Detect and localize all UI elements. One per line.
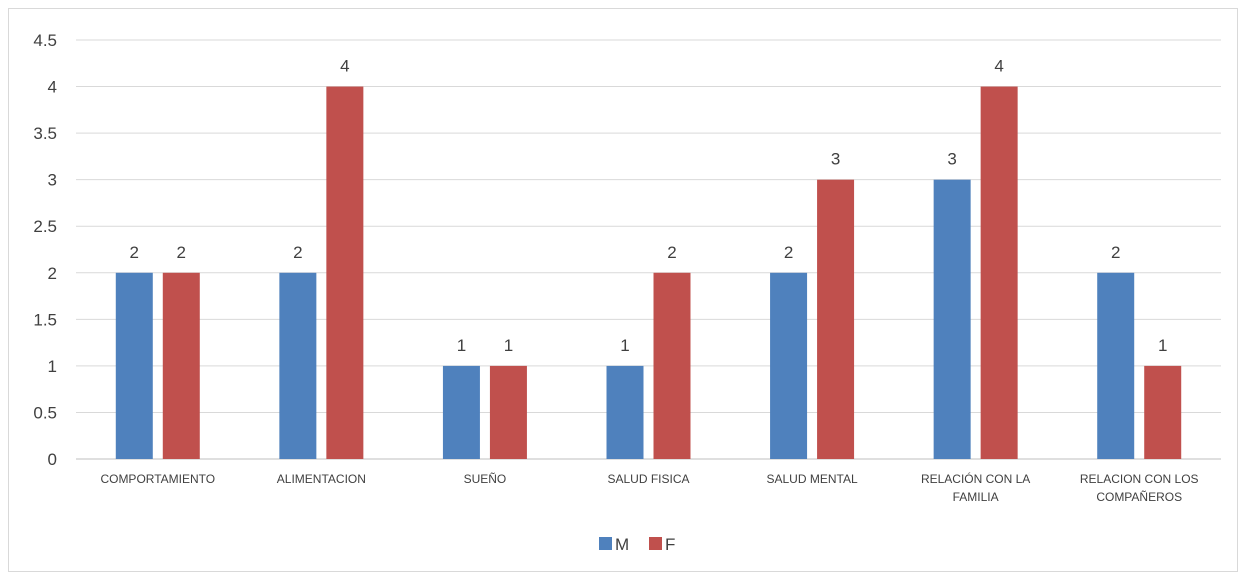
y-tick-label: 0.5 [33, 403, 57, 422]
bar-m [933, 179, 971, 459]
bar-m [279, 272, 317, 459]
x-category-label: SALUD MENTAL [767, 472, 858, 486]
x-category-label: COMPORTAMIENTO [100, 472, 215, 486]
data-label: 1 [1158, 336, 1167, 355]
bar-f [1144, 365, 1182, 459]
y-tick-label: 1.5 [33, 310, 57, 329]
data-label: 2 [784, 243, 793, 262]
bar-m [115, 272, 153, 459]
bar-f [980, 86, 1018, 460]
bar-f [162, 272, 200, 459]
y-tick-label: 3.5 [33, 124, 57, 143]
data-label: 2 [667, 243, 676, 262]
y-tick-label: 2 [48, 264, 57, 283]
bar-m [770, 272, 808, 459]
x-category-label: FAMILIA [953, 490, 999, 504]
bar-f [653, 272, 691, 459]
bar-m [606, 365, 644, 459]
data-label: 2 [130, 243, 139, 262]
x-category-label: SALUD FISICA [607, 472, 689, 486]
bar-chart: 0 0.5 1 1.5 2 2.5 3 3.5 4 4.5 2 2 1 1 2 3 2 2 4 1 2 3 4 1 COMPOR… [33, 31, 1221, 554]
data-label: 4 [340, 57, 349, 76]
x-category-label: RELACIÓN CON LA [921, 471, 1030, 486]
legend-label-f: F [665, 535, 675, 554]
y-tick-label: 0 [48, 450, 57, 469]
x-category-label: SUEÑO [464, 472, 507, 486]
y-tick-label: 3 [48, 171, 57, 190]
data-label: 3 [947, 150, 956, 169]
data-label: 1 [620, 336, 629, 355]
bar-f [326, 86, 364, 460]
x-category-label: RELACION CON LOS [1080, 472, 1199, 486]
y-tick-label: 4 [48, 78, 57, 97]
bar-f [489, 365, 527, 459]
x-category-label: COMPAÑEROS [1096, 490, 1182, 504]
y-tick-label: 2.5 [33, 217, 57, 236]
chart-frame: 0 0.5 1 1.5 2 2.5 3 3.5 4 4.5 2 2 1 1 2 3 2 2 4 1 2 3 4 1 COMPOR… [8, 8, 1238, 572]
data-label: 2 [177, 243, 186, 262]
x-category-label: ALIMENTACION [277, 472, 366, 486]
bar-m [1097, 272, 1135, 459]
bar-m [442, 365, 480, 459]
data-label: 2 [1111, 243, 1120, 262]
legend-swatch-f [649, 537, 662, 550]
data-label: 1 [504, 336, 513, 355]
legend-swatch-m [599, 537, 612, 550]
y-tick-label: 1 [48, 357, 57, 376]
bar-f [817, 179, 855, 459]
legend-label-m: M [615, 535, 629, 554]
data-label: 1 [457, 336, 466, 355]
y-tick-label: 4.5 [33, 31, 57, 50]
data-label: 4 [994, 57, 1003, 76]
data-label: 2 [293, 243, 302, 262]
data-label: 3 [831, 150, 840, 169]
